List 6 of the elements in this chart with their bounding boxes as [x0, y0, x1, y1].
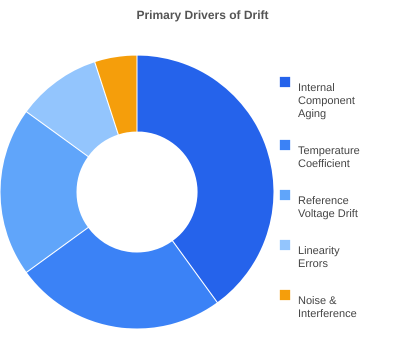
legend-label: Linearity Errors [298, 245, 340, 270]
legend-label: Reference Voltage Drift [298, 195, 358, 220]
legend-label: Temperature Coefficient [298, 145, 360, 170]
legend-label: Noise & Interference [298, 295, 357, 320]
chart-title: Primary Drivers of Drift [136, 8, 269, 22]
legend-label: Internal Component Aging [298, 82, 355, 120]
